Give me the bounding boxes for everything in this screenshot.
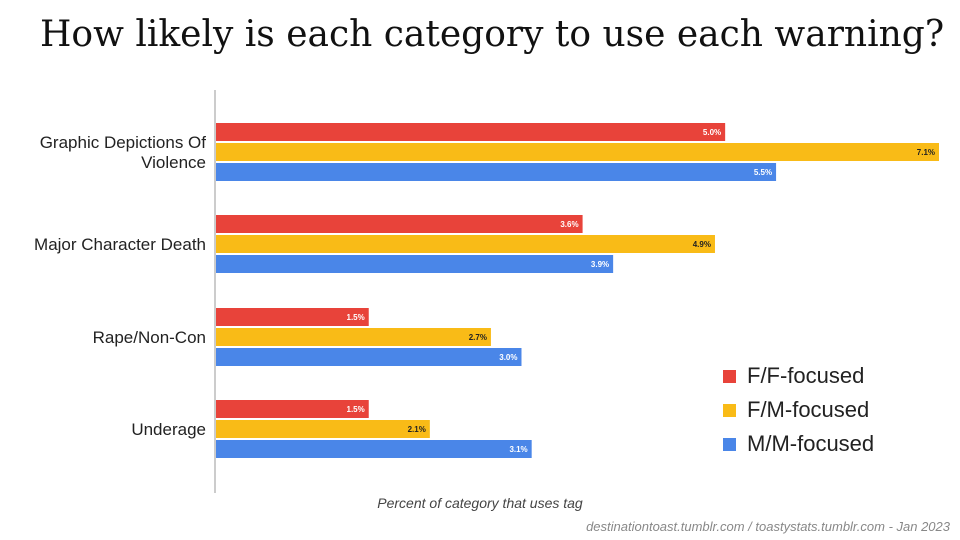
bar-data-label: 5.0% — [703, 128, 721, 137]
bar-m-m-focused-2 — [216, 348, 522, 366]
legend-swatch — [723, 370, 736, 383]
bar-data-label: 4.9% — [693, 240, 711, 249]
page-title: How likely is each category to use each … — [40, 14, 945, 55]
bar-m-m-focused-1 — [216, 255, 614, 273]
bar-data-label: 1.5% — [347, 405, 365, 414]
bar-f-m-focused-0 — [216, 143, 939, 161]
category-label: Major Character Death — [34, 235, 206, 254]
bar-data-label: 5.5% — [754, 168, 772, 177]
bar-m-m-focused-3 — [216, 440, 532, 458]
legend: F/F-focused F/M-focused M/M-focused — [723, 363, 874, 456]
category-label: Violence — [141, 153, 206, 172]
bar-data-label: 3.0% — [499, 353, 517, 362]
bar-f-f-focused-2 — [216, 308, 369, 326]
legend-entry: F/F-focused — [747, 363, 864, 388]
bar-data-label: 2.1% — [408, 425, 426, 434]
bar-data-label: 3.1% — [509, 445, 527, 454]
legend-entry: M/M-focused — [747, 431, 874, 456]
bar-m-m-focused-0 — [216, 163, 777, 181]
footer-credit: destinationtoast.tumblr.com / toastystat… — [586, 519, 951, 534]
category-label: Rape/Non-Con — [93, 328, 206, 347]
bar-f-m-focused-1 — [216, 235, 715, 253]
bar-data-label: 1.5% — [347, 313, 365, 322]
category-label: Graphic Depictions Of — [40, 133, 207, 152]
bars: 5.0% 7.1% 5.5% 3.6% 4.9% 3.9% 1.5% 2.7% 3.0% 1.5%… — [216, 123, 939, 458]
category-label: Underage — [131, 420, 206, 439]
bar-data-label: 7.1% — [917, 148, 935, 157]
bar-data-label: 3.9% — [591, 260, 609, 269]
legend-swatch — [723, 438, 736, 451]
x-axis-label: Percent of category that uses tag — [377, 495, 583, 511]
legend-swatch — [723, 404, 736, 417]
bar-f-m-focused-2 — [216, 328, 491, 346]
legend-entry: F/M-focused — [747, 397, 869, 422]
bar-f-f-focused-3 — [216, 400, 369, 418]
bar-f-m-focused-3 — [216, 420, 430, 438]
bar-data-label: 2.7% — [469, 333, 487, 342]
bar-data-label: 3.6% — [560, 220, 578, 229]
bar-f-f-focused-1 — [216, 215, 583, 233]
bar-f-f-focused-0 — [216, 123, 726, 141]
